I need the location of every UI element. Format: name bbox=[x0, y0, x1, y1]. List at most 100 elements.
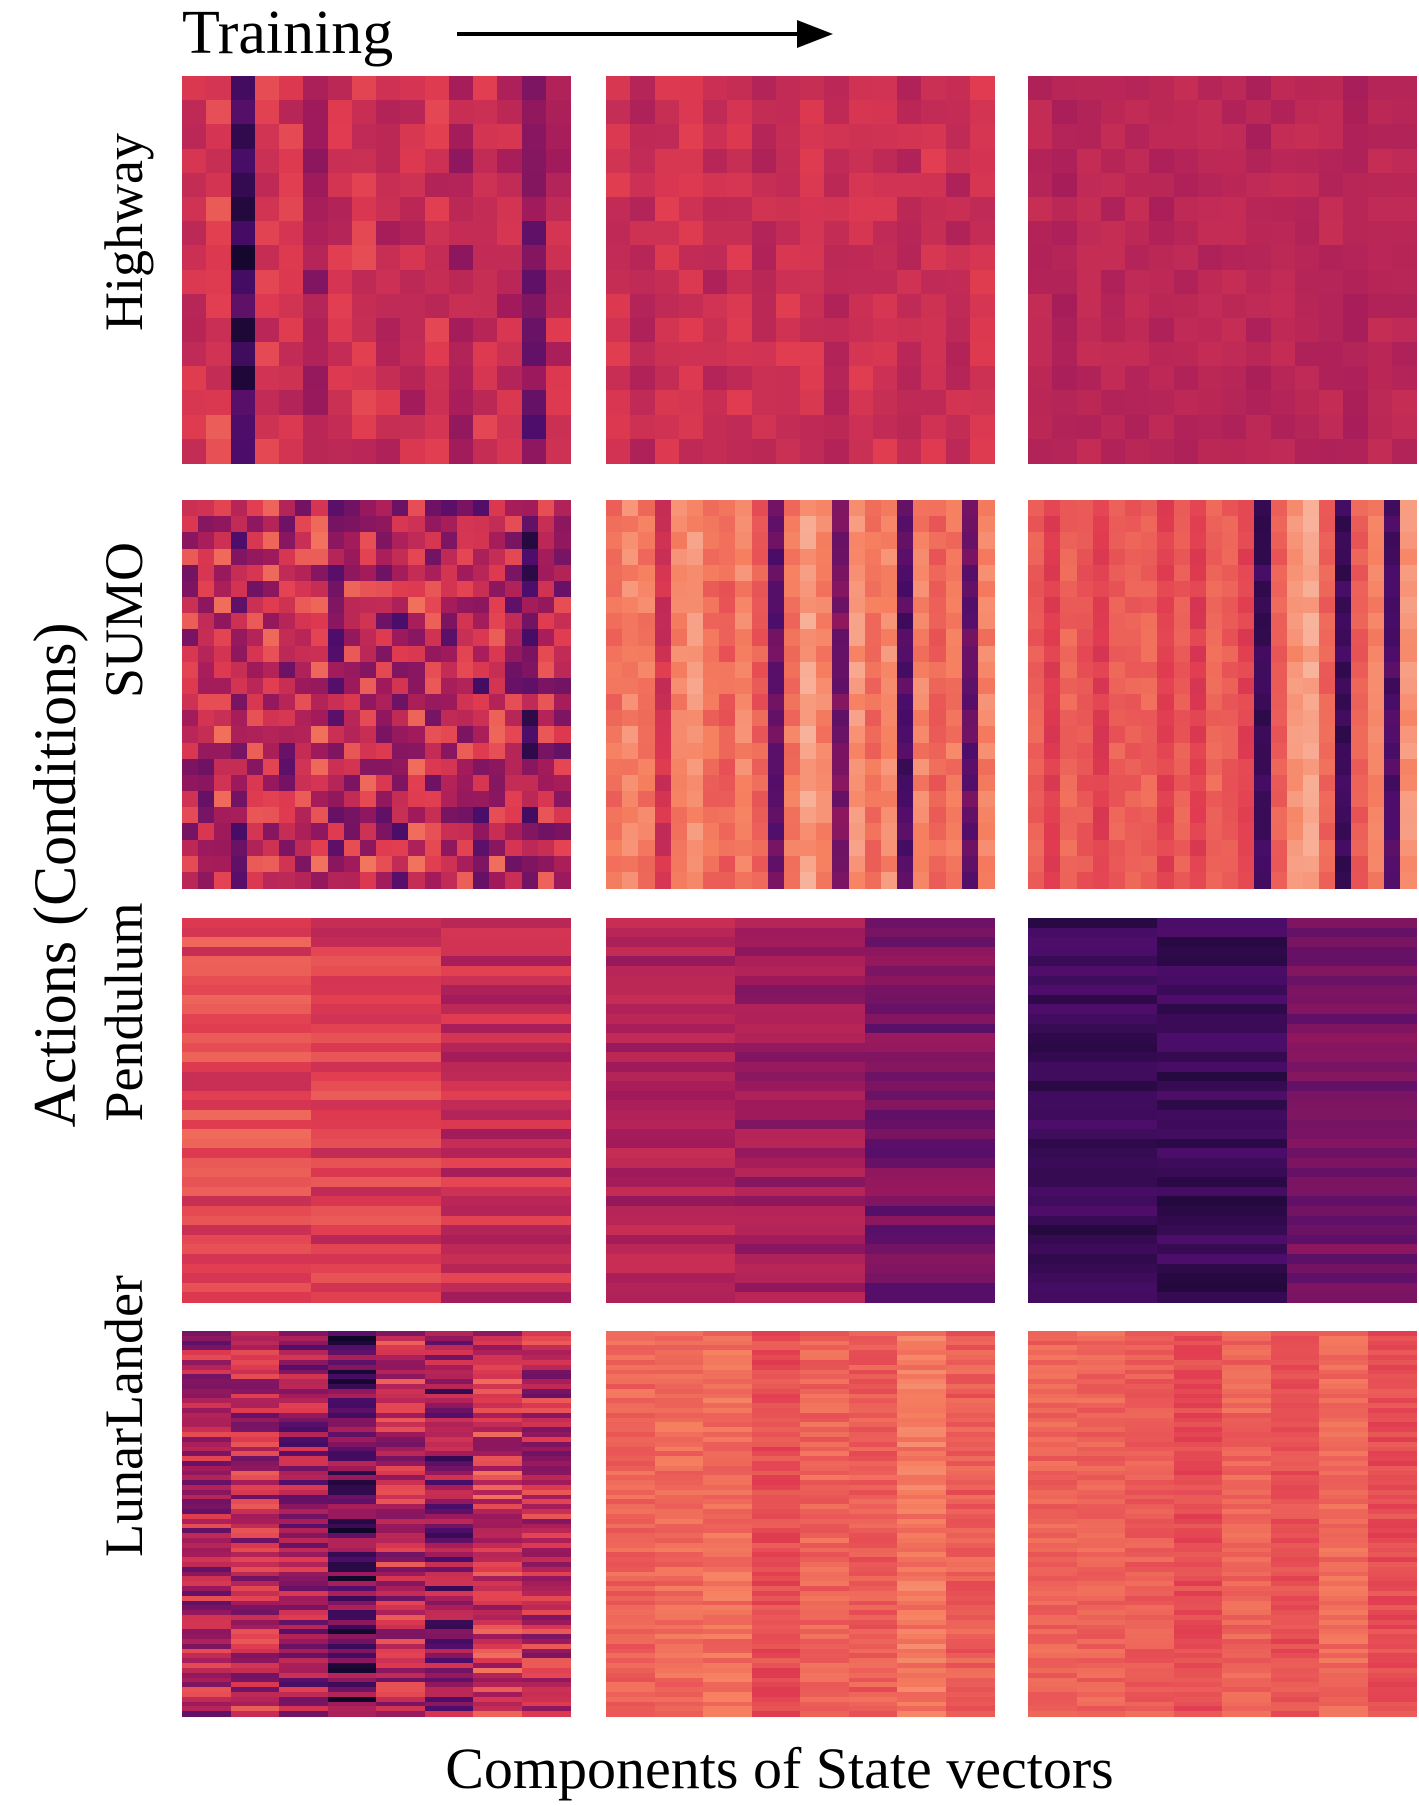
heatmap-cell bbox=[182, 1475, 232, 1481]
heatmap-cell bbox=[1173, 677, 1191, 695]
heatmap-cell bbox=[945, 1672, 995, 1679]
heatmap-cell bbox=[848, 1379, 898, 1385]
heatmap-cell bbox=[182, 1234, 312, 1245]
heatmap-cell bbox=[1238, 532, 1255, 550]
heatmap-cell bbox=[929, 726, 947, 744]
heatmap-cell bbox=[246, 580, 264, 598]
heatmap-cell bbox=[182, 1658, 232, 1664]
heatmap-cell bbox=[1270, 1619, 1320, 1626]
heatmap-cell bbox=[622, 694, 639, 711]
heatmap-cell bbox=[206, 366, 232, 392]
heatmap-cell bbox=[327, 1388, 377, 1395]
heatmap-cell bbox=[1092, 791, 1110, 808]
heatmap-cell bbox=[1076, 1369, 1126, 1375]
heatmap-cell bbox=[1222, 1576, 1272, 1582]
heatmap-cell bbox=[1270, 1408, 1320, 1414]
heatmap-cell bbox=[800, 1480, 850, 1486]
heatmap-cell bbox=[703, 1398, 753, 1404]
heatmap-cell bbox=[1125, 823, 1142, 841]
heatmap-cell bbox=[1270, 742, 1288, 760]
heatmap-cell bbox=[1173, 1408, 1223, 1414]
heatmap-sumo-stage-2 bbox=[606, 500, 995, 889]
heatmap-cell bbox=[1173, 1422, 1223, 1428]
heatmap-cell bbox=[929, 758, 947, 776]
heatmap-cell bbox=[424, 1537, 474, 1544]
heatmap-cell bbox=[246, 823, 264, 841]
heatmap-cell bbox=[376, 613, 393, 630]
heatmap-cell bbox=[1108, 564, 1126, 582]
heatmap-cell bbox=[376, 1355, 426, 1361]
heatmap-cell bbox=[424, 580, 442, 598]
heatmap-cell bbox=[376, 1374, 426, 1380]
heatmap-cell bbox=[279, 758, 296, 776]
heatmap-cell bbox=[800, 269, 825, 295]
heatmap-cell bbox=[424, 1682, 474, 1688]
heatmap-cell bbox=[606, 1004, 736, 1015]
heatmap-cell bbox=[1028, 516, 1045, 533]
heatmap-cell bbox=[473, 1566, 523, 1573]
heatmap-cell bbox=[424, 221, 450, 246]
heatmap-cell bbox=[1222, 516, 1239, 533]
heatmap-cell bbox=[230, 1562, 280, 1568]
heatmap-cell bbox=[1399, 645, 1417, 663]
heatmap-cell bbox=[182, 269, 207, 295]
heatmap-cell bbox=[262, 823, 280, 841]
heatmap-cell bbox=[606, 1610, 656, 1616]
heatmap-cell bbox=[327, 726, 345, 744]
heatmap-cell bbox=[473, 1696, 523, 1703]
heatmap-cell bbox=[606, 1485, 656, 1491]
heatmap-cell bbox=[606, 1234, 736, 1245]
heatmap-cell bbox=[1028, 269, 1053, 295]
heatmap-cell bbox=[1222, 807, 1239, 824]
heatmap-cell bbox=[182, 994, 312, 1005]
heatmap-cell bbox=[1028, 1547, 1078, 1553]
heatmap-cell bbox=[897, 1393, 947, 1399]
heatmap-cell bbox=[1173, 613, 1191, 630]
heatmap-cell bbox=[1391, 366, 1417, 392]
heatmap-cell bbox=[1286, 1282, 1417, 1293]
heatmap-cell bbox=[654, 1610, 704, 1616]
heatmap-cell bbox=[945, 1687, 995, 1693]
heatmap-cell bbox=[440, 1254, 571, 1265]
heatmap-cell bbox=[1343, 124, 1369, 150]
heatmap-cell bbox=[654, 1547, 704, 1553]
heatmap-cell bbox=[800, 1465, 850, 1472]
heatmap-cell bbox=[1173, 1571, 1223, 1578]
heatmap-cell bbox=[311, 1167, 442, 1178]
heatmap-cell bbox=[521, 1359, 571, 1366]
heatmap-cell bbox=[1125, 1393, 1175, 1399]
heatmap-cell bbox=[1125, 1460, 1175, 1467]
heatmap-cell bbox=[606, 1614, 656, 1621]
heatmap-cell bbox=[848, 390, 874, 416]
heatmap-cell bbox=[295, 742, 312, 760]
heatmap-cell bbox=[1197, 269, 1223, 295]
heatmap-cell bbox=[1399, 629, 1417, 647]
heatmap-cell bbox=[1044, 855, 1061, 873]
heatmap-cell bbox=[1367, 1571, 1417, 1578]
heatmap-cell bbox=[824, 293, 850, 319]
heatmap-cell bbox=[719, 855, 736, 873]
heatmap-cell bbox=[440, 1090, 571, 1101]
heatmap-cell bbox=[1319, 1504, 1369, 1510]
heatmap-cell bbox=[1060, 597, 1078, 614]
heatmap-cell bbox=[1270, 774, 1288, 792]
heatmap-cell bbox=[1222, 1571, 1272, 1578]
heatmap-cell bbox=[311, 1254, 442, 1265]
heatmap-cell bbox=[1286, 677, 1304, 695]
heatmap-cell bbox=[473, 1335, 523, 1342]
heatmap-cell bbox=[311, 927, 442, 938]
heatmap-cell bbox=[654, 245, 680, 271]
heatmap-cell bbox=[182, 1634, 232, 1640]
heatmap-cell bbox=[751, 196, 777, 222]
heatmap-cell bbox=[1319, 1629, 1369, 1635]
heatmap-cell bbox=[1335, 742, 1352, 760]
heatmap-cell bbox=[800, 1614, 850, 1621]
heatmap-cell bbox=[521, 1388, 571, 1395]
heatmap-cell bbox=[800, 1355, 850, 1361]
heatmap-cell bbox=[1060, 500, 1078, 517]
heatmap-cell bbox=[1125, 1672, 1175, 1679]
heatmap-cell bbox=[897, 500, 914, 517]
heatmap-cell bbox=[311, 548, 329, 566]
heatmap-cell bbox=[230, 758, 248, 776]
heatmap-cell bbox=[897, 1456, 947, 1462]
